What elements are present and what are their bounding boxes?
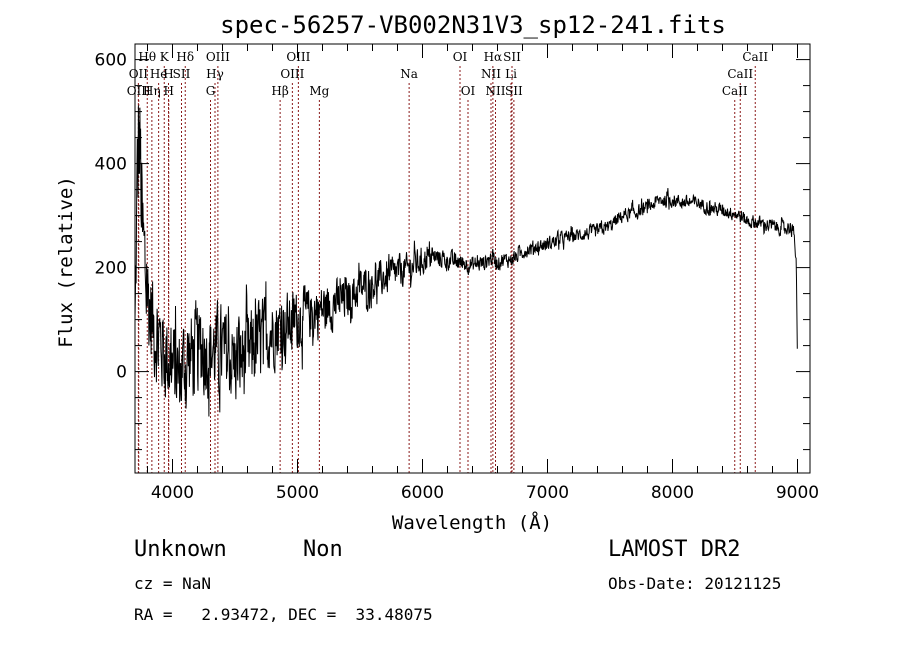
emission-line-label: Hθ bbox=[138, 50, 156, 64]
coordinates: RA = 2.93472, DEC = 33.48075 bbox=[134, 605, 433, 624]
emission-line-label: CaII bbox=[727, 67, 753, 81]
emission-line-label: G bbox=[206, 84, 216, 98]
emission-line-label: NII bbox=[481, 67, 501, 81]
x-tick-label: 5000 bbox=[276, 483, 319, 503]
emission-line-label: CaII bbox=[722, 84, 748, 98]
x-axis-label: Wavelength (Å) bbox=[392, 511, 552, 534]
redshift-cz: cz = NaN bbox=[134, 574, 212, 593]
emission-line-label: K bbox=[160, 50, 170, 64]
emission-line-label: OIII bbox=[206, 50, 230, 64]
x-tick-label: 4000 bbox=[151, 483, 194, 503]
emission-line-label: Hγ bbox=[206, 67, 224, 81]
y-tick-label: 200 bbox=[95, 259, 127, 279]
x-tick-label: 9000 bbox=[776, 483, 819, 503]
emission-line-label: Hα bbox=[484, 50, 503, 64]
emission-line-label: NII bbox=[486, 84, 506, 98]
emission-line-label: H bbox=[163, 67, 173, 81]
y-tick-label: 400 bbox=[95, 155, 127, 175]
y-axis-label: Flux (relative) bbox=[55, 176, 77, 348]
survey-name: LAMOST DR2 bbox=[608, 537, 741, 562]
x-tick-label: 7000 bbox=[526, 483, 569, 503]
x-tick-label: 6000 bbox=[401, 483, 444, 503]
emission-line-label: SII bbox=[503, 50, 521, 64]
emission-line-label: OI bbox=[453, 50, 468, 64]
emission-line-label: Hδ bbox=[176, 50, 194, 64]
chart-title: spec-56257-VB002N31V3_sp12-241.fits bbox=[220, 11, 726, 39]
emission-line-label: Hη bbox=[143, 84, 161, 98]
emission-line-label: He bbox=[150, 67, 168, 81]
object-subclass: Non bbox=[303, 537, 343, 562]
emission-line-label: CaII bbox=[742, 50, 768, 64]
x-tick-label: 8000 bbox=[651, 483, 694, 503]
emission-line-label: H bbox=[164, 84, 174, 98]
y-tick-label: 600 bbox=[95, 51, 127, 71]
emission-line-label: Na bbox=[400, 67, 418, 81]
emission-line-label: OIII bbox=[280, 67, 304, 81]
emission-line-label: OIII bbox=[286, 50, 310, 64]
object-class: Unknown bbox=[134, 537, 227, 562]
emission-line-label: OIII bbox=[127, 84, 151, 98]
emission-line-label: Hβ bbox=[271, 84, 288, 98]
emission-line-label: SII bbox=[505, 84, 523, 98]
emission-line-label: Mg bbox=[309, 84, 329, 98]
y-tick-label: 0 bbox=[116, 363, 127, 383]
emission-line-label: Li bbox=[505, 67, 517, 81]
emission-line-label: OI bbox=[461, 84, 476, 98]
obs-date: Obs-Date: 20121125 bbox=[608, 574, 782, 593]
emission-line-label: OII bbox=[129, 67, 149, 81]
spectrum-line bbox=[134, 105, 798, 417]
emission-line-label: SII bbox=[173, 67, 191, 81]
